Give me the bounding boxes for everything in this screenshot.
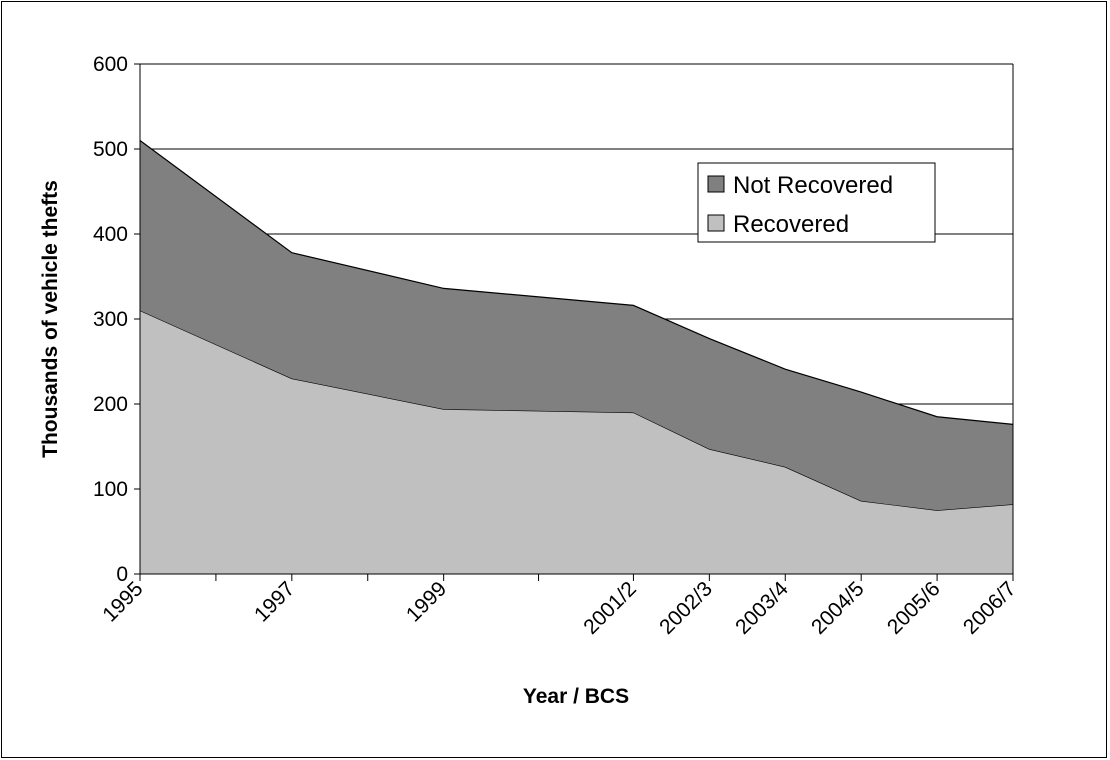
legend-swatch-not-recovered <box>707 175 725 193</box>
x-tick-labels: 1995 1997 1999 2001/2 2002/3 2003/4 2004/5 2005… <box>98 577 1020 639</box>
y-tick-label: 600 <box>93 53 128 76</box>
legend: Not Recovered Recovered <box>697 162 936 243</box>
axes <box>134 63 1014 581</box>
legend-label-recovered: Recovered <box>733 211 849 238</box>
area-not-recovered <box>140 140 1013 511</box>
x-tick-label: 2006/7 <box>959 577 1021 639</box>
y-tick-label: 200 <box>93 393 128 416</box>
legend-swatch-recovered <box>707 214 725 232</box>
legend-label-not-recovered: Not Recovered <box>733 172 893 199</box>
y-axis-title: Thousands of vehicle thefts <box>39 180 62 458</box>
y-tick-label: 500 <box>93 138 128 161</box>
area-recovered <box>140 310 1013 574</box>
y-tick-labels: 0 100 200 300 400 500 600 <box>93 53 128 586</box>
legend-box <box>697 162 936 243</box>
x-axis-title: Year / BCS <box>523 685 629 708</box>
line-not-recovered <box>139 140 1014 425</box>
x-tick-label: 2001/2 <box>579 577 641 639</box>
y-tick-label: 0 <box>116 563 128 586</box>
x-tick-label: 2005/6 <box>883 577 945 639</box>
x-tick-label: 1997 <box>250 577 299 626</box>
x-tick-label: 2004/5 <box>807 577 869 639</box>
x-tick-label: 1999 <box>402 577 451 626</box>
y-tick-label: 400 <box>93 223 128 246</box>
y-tick-label: 300 <box>93 308 128 331</box>
x-tick-label: 1995 <box>98 577 147 626</box>
area-series <box>139 140 1014 574</box>
x-tick-label: 2003/4 <box>731 577 793 639</box>
y-tick-label: 100 <box>93 478 128 501</box>
x-tick-label: 2002/3 <box>655 577 717 639</box>
